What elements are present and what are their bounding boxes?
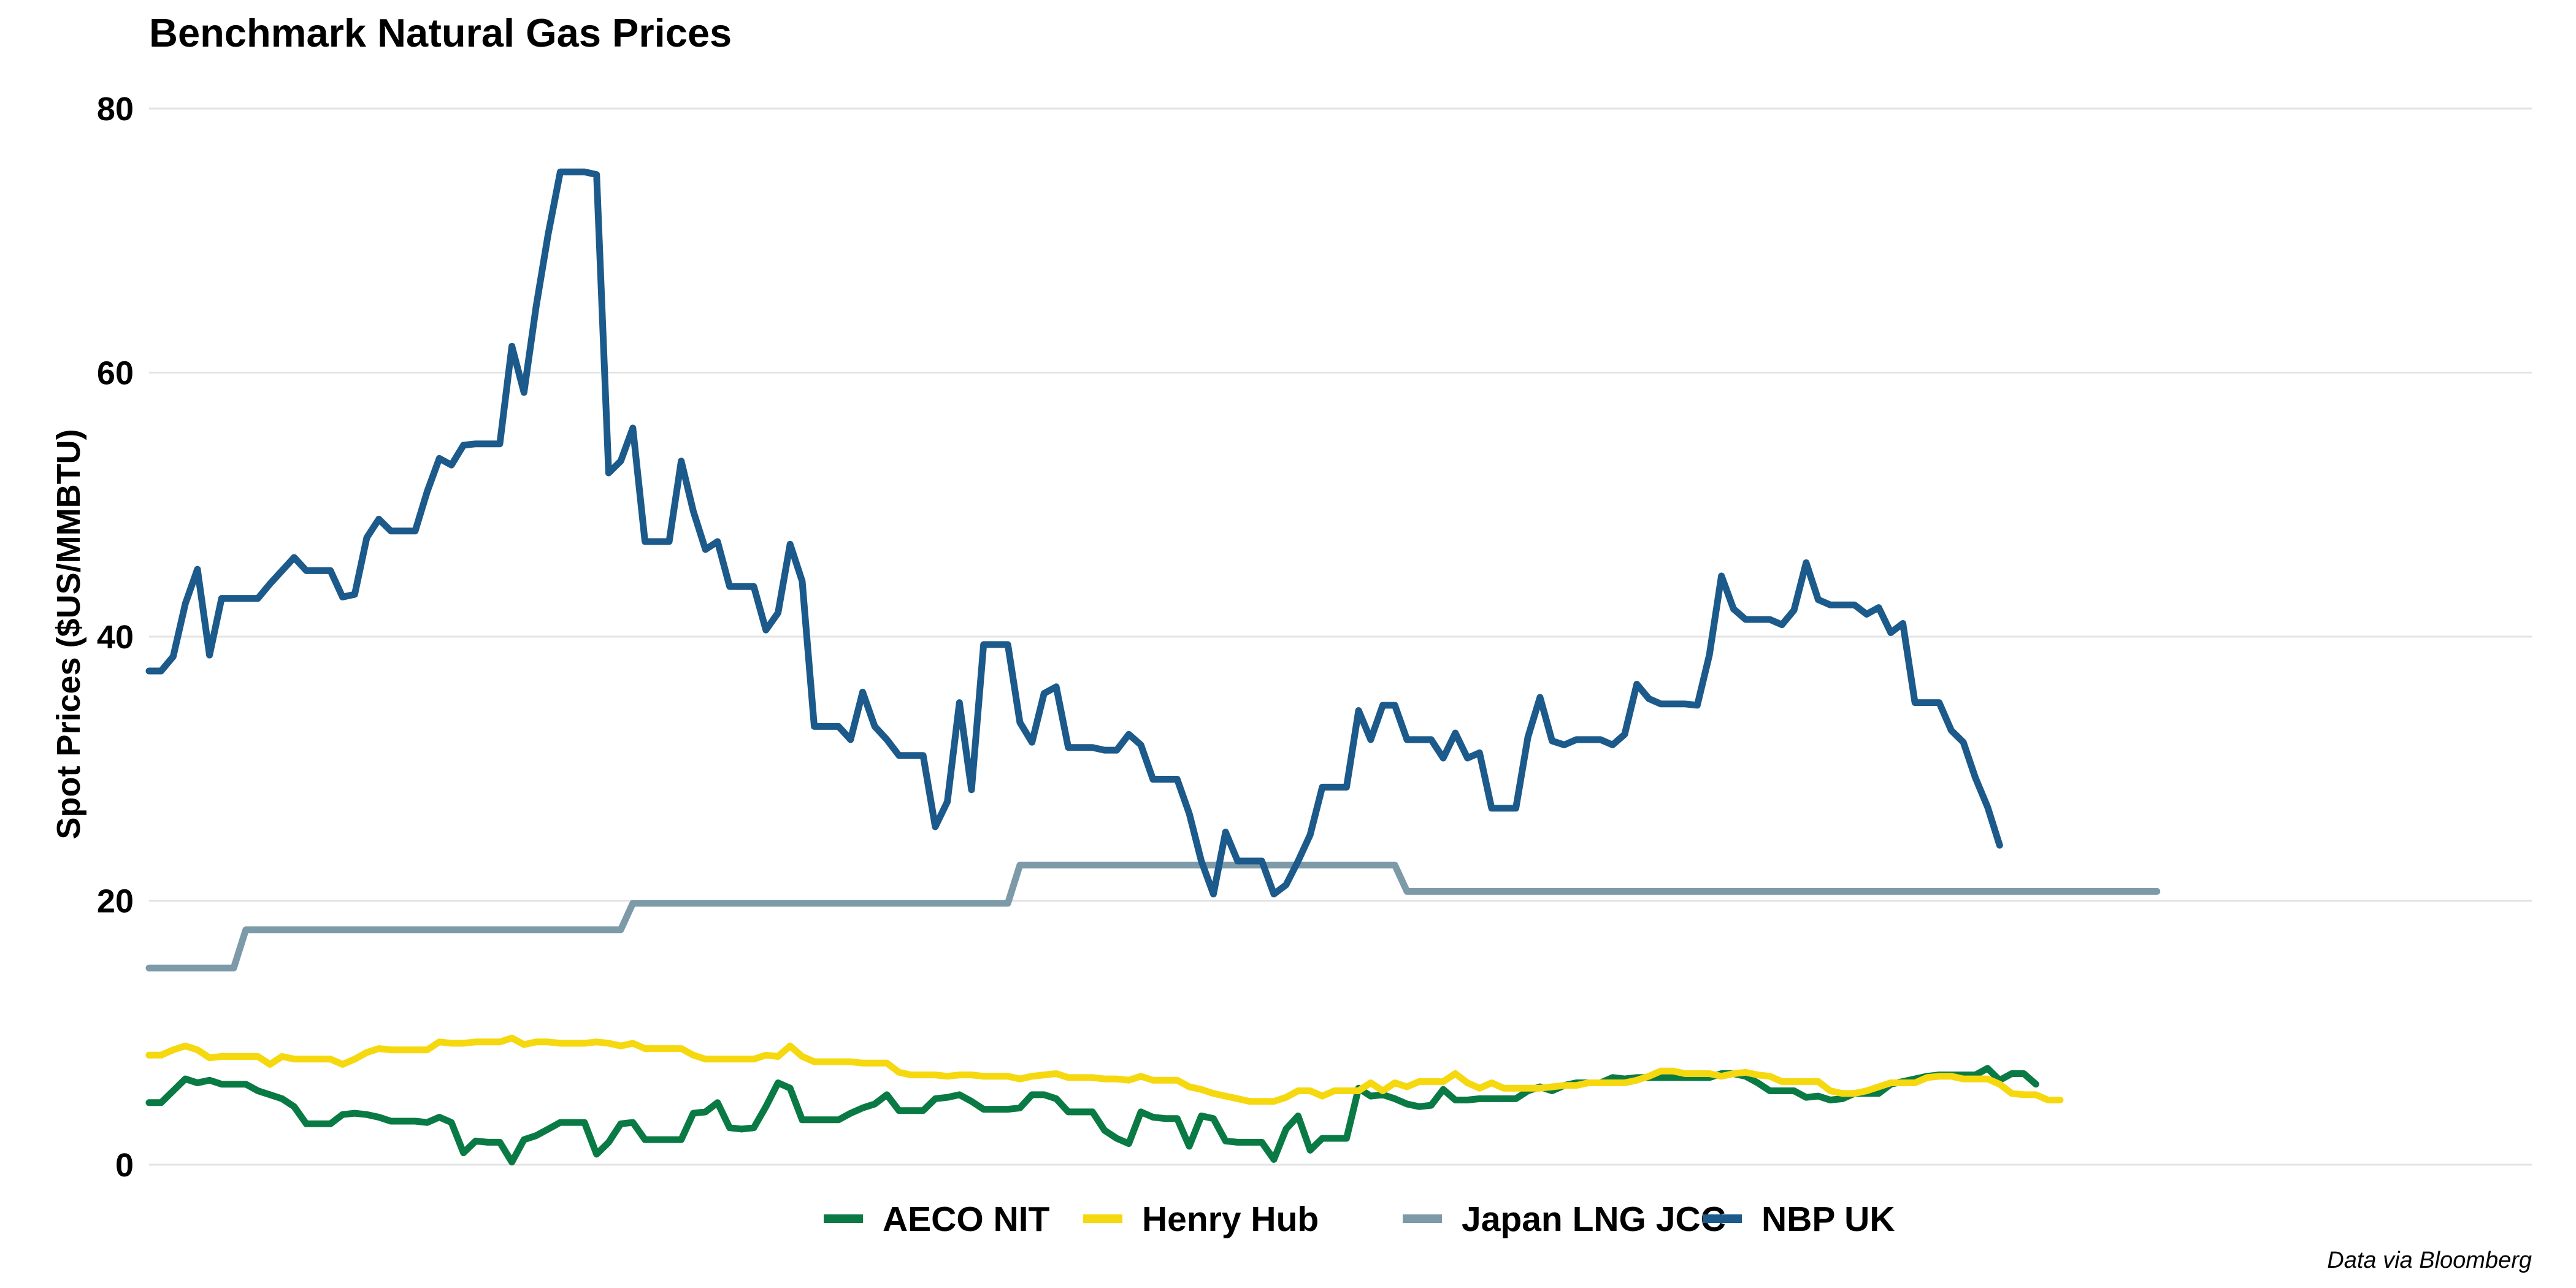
- y-tick-label-60: 60: [97, 355, 134, 392]
- chart-caption: Data via Bloomberg: [2327, 1248, 2532, 1273]
- legend: AECO NIT Henry Hub Japan LNG JCC NBP UK: [824, 1200, 1895, 1239]
- y-axis-tick-labels: 0 20 40 60 80: [97, 91, 134, 1184]
- gridlines: [149, 107, 2532, 1166]
- series-line-nbp-uk: [145, 168, 2003, 898]
- series-line-japan-lng-jcc: [145, 861, 2161, 972]
- y-tick-label-80: 80: [97, 91, 134, 128]
- y-tick-label-40: 40: [97, 619, 134, 656]
- legend-label-aeco-nit: AECO NIT: [883, 1200, 1050, 1239]
- legend-label-japan-lng-jcc: Japan LNG JCC: [1462, 1200, 1726, 1239]
- chart-title: Benchmark Natural Gas Prices: [149, 10, 732, 55]
- series-line-aeco-nit: [145, 1065, 2039, 1166]
- y-tick-label-0: 0: [115, 1147, 134, 1184]
- y-tick-label-20: 20: [97, 883, 134, 920]
- y-axis-label: Spot Prices ($US/MMBTU): [50, 429, 87, 839]
- series-lines: [145, 168, 2161, 1166]
- legend-label-nbp-uk: NBP UK: [1761, 1200, 1895, 1239]
- legend-label-henry-hub: Henry Hub: [1142, 1200, 1319, 1239]
- series-line-henry-hub: [145, 1034, 2064, 1105]
